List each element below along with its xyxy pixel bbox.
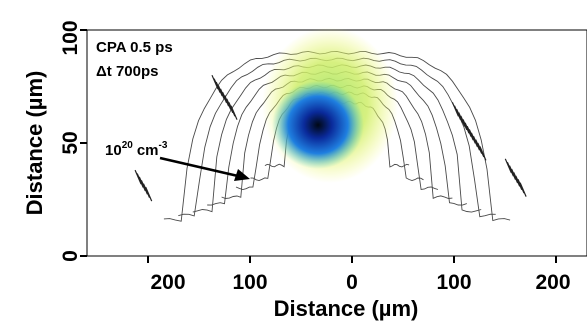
fringe-mark-0-5 — [222, 91, 230, 107]
density-label: 1020 cm-3 — [105, 140, 168, 159]
fringe-mark-0-9 — [230, 105, 238, 120]
emission-image — [262, 27, 398, 183]
density-arrow-head — [234, 169, 250, 181]
x-tick-label-100: 100 — [436, 271, 471, 294]
fringe-mark-2-4 — [142, 183, 151, 198]
delay-annotation: Δt 700ps — [96, 63, 158, 80]
annotations: CPA 0.5 ps Δt 700ps 1020 cm-3 — [96, 39, 250, 181]
emission-core — [272, 81, 364, 169]
x-axis-title: Distance (µm) — [274, 296, 419, 321]
y-axis-title: Distance (µm) — [22, 71, 47, 216]
fringe-mark-1-13 — [479, 146, 487, 161]
x-tick-label--100: 100 — [232, 271, 267, 294]
fringe-mark-1-10 — [472, 135, 481, 151]
y-axis: 0 50 100 Distance (µm) — [22, 20, 87, 262]
density-arrow-line — [159, 156, 239, 178]
pulse-annotation: CPA 0.5 ps — [96, 39, 173, 56]
fringe-mark-2-5 — [145, 186, 153, 202]
density-unit-exponent: -3 — [159, 140, 168, 151]
y-tick-label-50: 50 — [59, 131, 82, 154]
fringe-mark-1-7 — [466, 125, 474, 141]
fringe-mark-1-4 — [460, 115, 468, 131]
x-tick-label-200: 200 — [535, 271, 570, 294]
density-exponent: 20 — [122, 140, 134, 151]
density-unit: cm — [137, 142, 159, 159]
fringe-mark-3-5 — [515, 175, 523, 191]
x-tick-label-0: 0 — [346, 271, 358, 294]
x-axis: 200 100 0 100 200 Distance (µm) — [147, 256, 571, 321]
y-tick-label-100: 100 — [59, 20, 82, 55]
x-tick-label--200: 200 — [150, 271, 185, 294]
contour-fringes — [134, 74, 527, 202]
fringe-mark-0-3 — [217, 85, 225, 100]
density-base: 10 — [105, 142, 122, 159]
y-tick-label-0: 0 — [59, 250, 82, 262]
fringe-mark-3-7 — [519, 182, 527, 197]
